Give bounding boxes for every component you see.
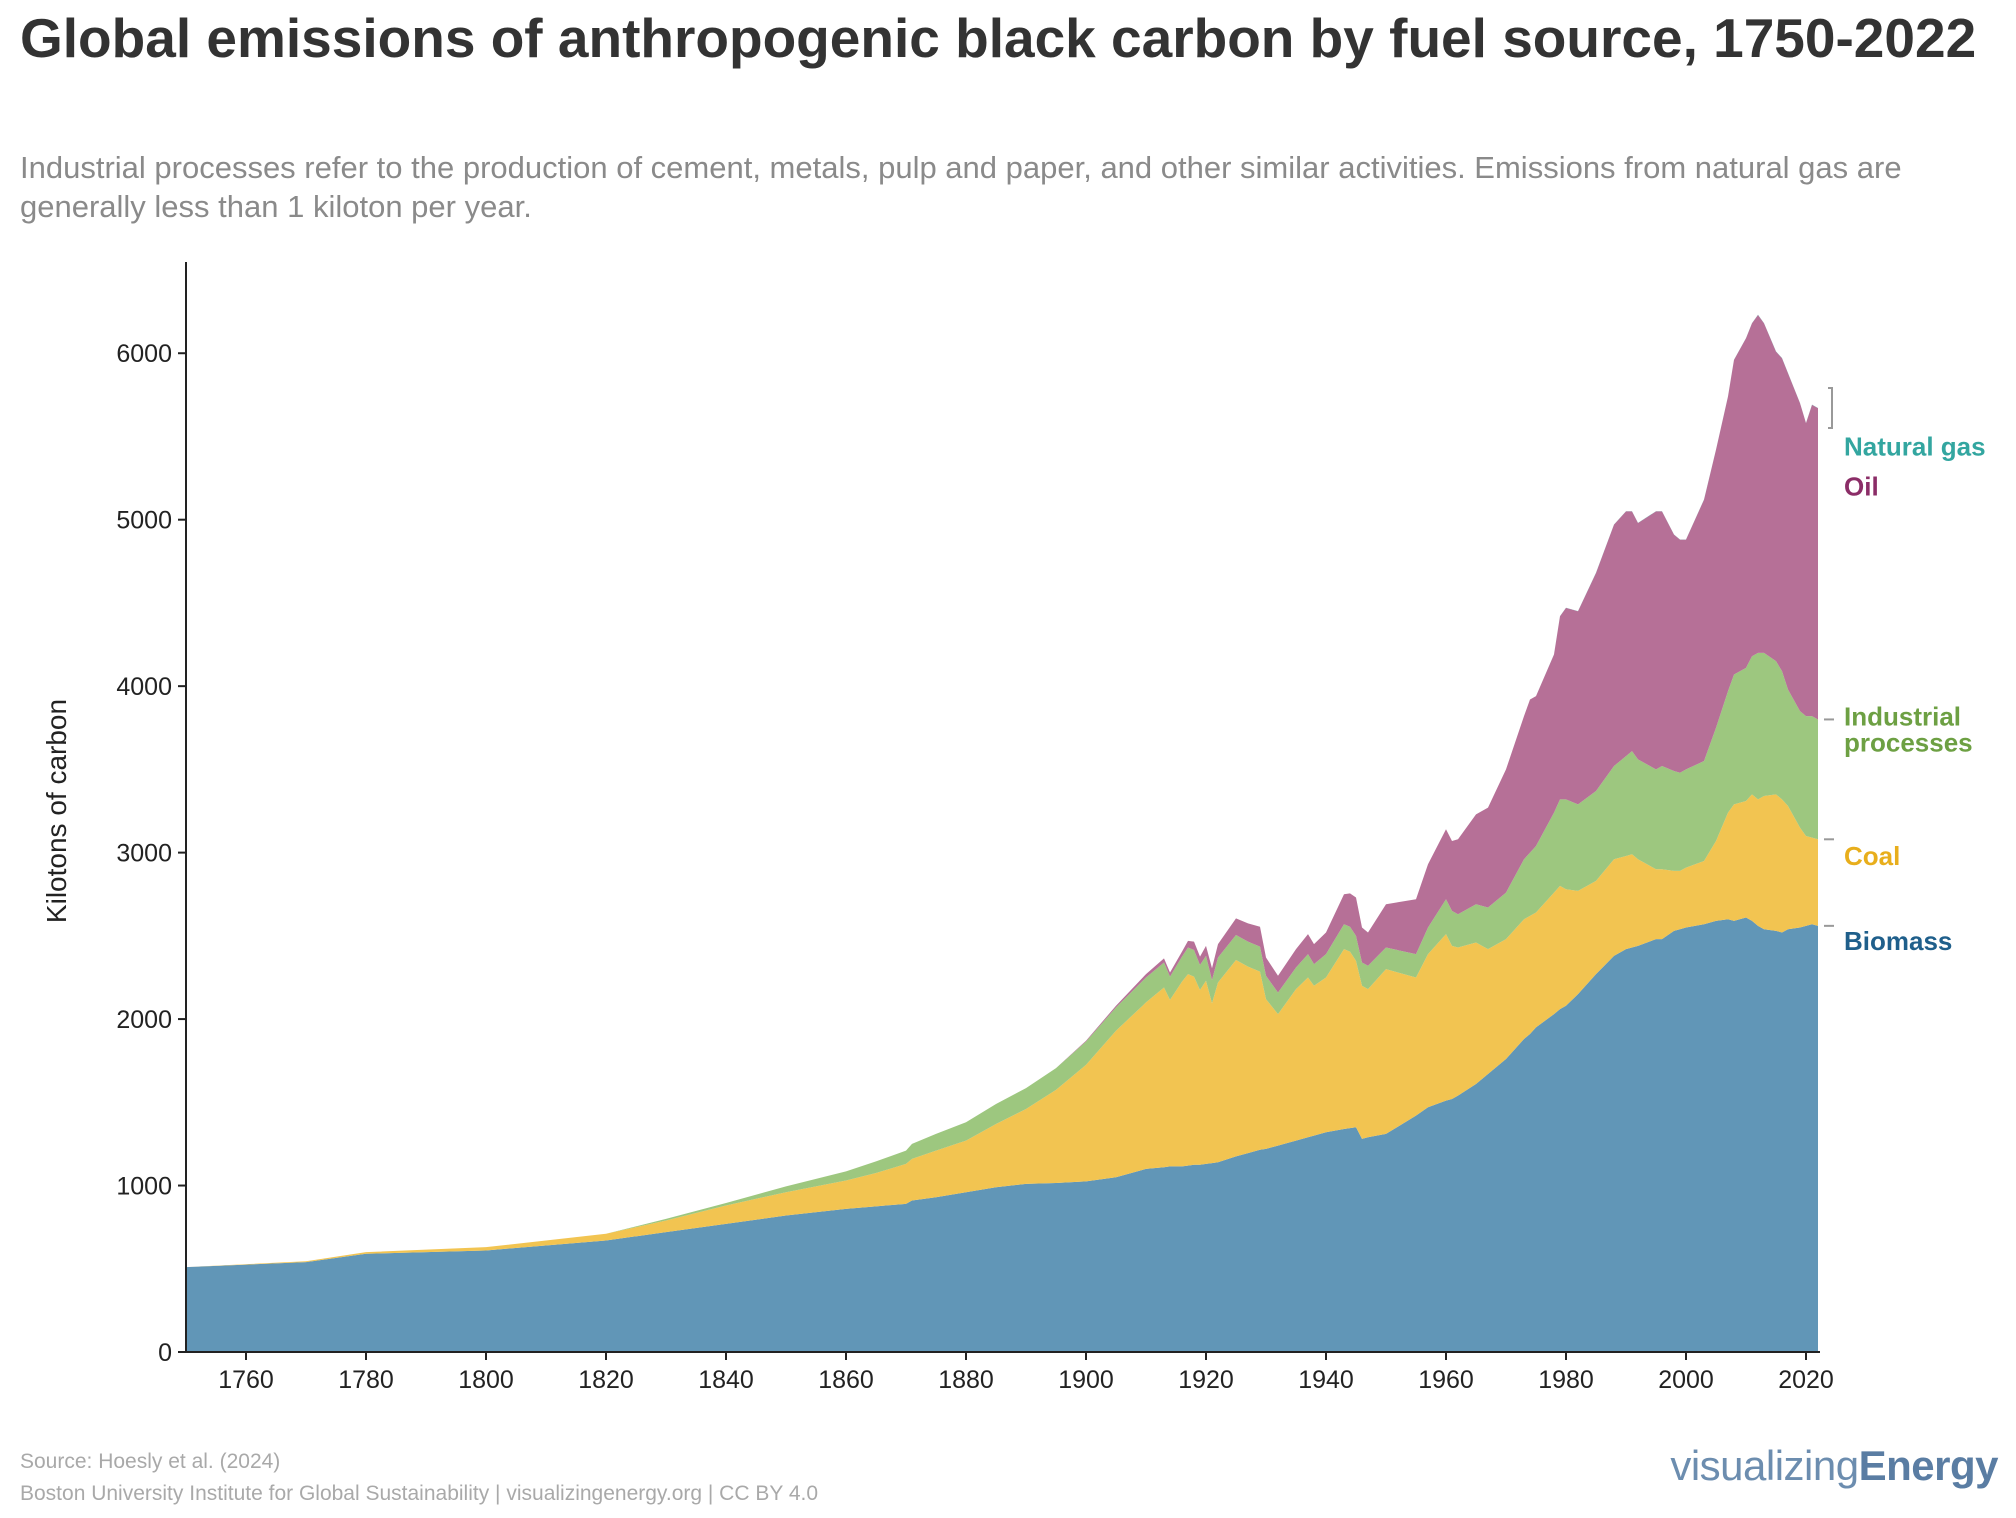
x-tick-label: 1960	[1418, 1366, 1474, 1390]
credit-note: Boston University Institute for Global S…	[20, 1482, 819, 1505]
x-tick-label: 1920	[1178, 1366, 1234, 1390]
source-note: Source: Hoesly et al. (2024)	[20, 1450, 281, 1473]
x-axis-ticks: 1760 1780 1800 1820 1840 1860 1880 1900 1920 1940…	[218, 1352, 1834, 1390]
y-axis-title: Kilotons of carbon	[41, 699, 72, 923]
y-tick-label: 2000	[116, 1006, 172, 1034]
x-tick-label: 1820	[578, 1366, 634, 1390]
series-label-industrial: Industrial processes	[1844, 701, 1973, 757]
y-tick-label: 4000	[116, 673, 172, 701]
series-label-oil: Oil	[1844, 471, 1879, 501]
x-tick-label: 1980	[1538, 1366, 1594, 1390]
chart-title: Global emissions of anthropogenic black …	[20, 7, 1977, 69]
x-tick-label: 1940	[1298, 1366, 1354, 1390]
y-tick-label: 3000	[116, 840, 172, 868]
x-tick-label: 1840	[698, 1366, 754, 1390]
brand-logo: visualizingEnergy	[1670, 1440, 1998, 1492]
x-tick-label: 1760	[218, 1366, 274, 1390]
series-labels: Biomass Coal Industrial processes Oil Natural…	[1824, 386, 1986, 956]
series-label-coal: Coal	[1844, 841, 1900, 871]
y-tick-label: 6000	[116, 340, 172, 368]
y-axis-ticks: 0 1000 2000 3000 4000 5000 6000	[116, 340, 186, 1367]
brand-logo-bold: Energy	[1858, 1442, 1999, 1489]
chart-subtitle: Industrial processes refer to the produc…	[20, 150, 1902, 224]
series-label-natural_gas: Natural gas	[1844, 431, 1986, 461]
x-tick-label: 1800	[458, 1366, 514, 1390]
x-tick-label: 1860	[818, 1366, 874, 1390]
stacked-area-chart: 0 1000 2000 3000 4000 5000 6000 1760 1780 1800 18…	[41, 262, 1986, 1390]
brand-logo-light: visualizing	[1670, 1442, 1859, 1489]
y-tick-label: 1000	[116, 1173, 172, 1201]
x-tick-label: 2020	[1778, 1366, 1834, 1390]
area-series-group	[186, 314, 1818, 1352]
x-tick-label: 1900	[1058, 1366, 1114, 1390]
x-tick-label: 2000	[1658, 1366, 1714, 1390]
oil-gas-bracket	[1828, 386, 1833, 429]
x-tick-label: 1880	[938, 1366, 994, 1390]
x-tick-label: 1780	[338, 1366, 394, 1390]
series-label-biomass: Biomass	[1844, 926, 1952, 956]
area-coal	[186, 794, 1818, 1268]
y-tick-label: 5000	[116, 507, 172, 535]
y-tick-label: 0	[158, 1339, 172, 1367]
area-biomass	[186, 917, 1818, 1352]
